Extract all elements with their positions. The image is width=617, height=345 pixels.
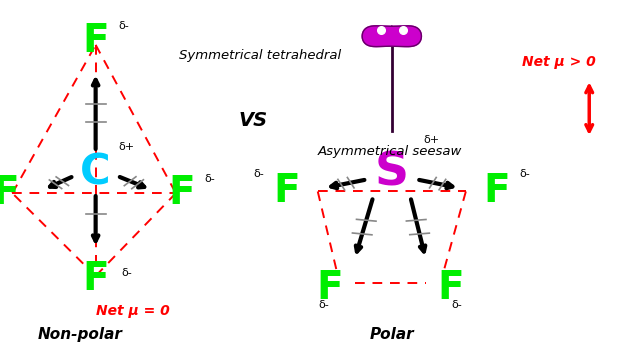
Text: δ+: δ+ bbox=[424, 135, 440, 145]
Text: F: F bbox=[437, 269, 464, 307]
Text: Non-polar: Non-polar bbox=[38, 327, 123, 342]
Text: S: S bbox=[375, 150, 409, 195]
Text: Asymmetrical seesaw: Asymmetrical seesaw bbox=[318, 145, 462, 158]
Text: F: F bbox=[82, 260, 109, 298]
Text: δ-: δ- bbox=[254, 169, 265, 179]
Text: Polar: Polar bbox=[370, 327, 414, 342]
Text: δ+: δ+ bbox=[118, 142, 135, 151]
Text: F: F bbox=[82, 22, 109, 60]
Text: F: F bbox=[168, 174, 196, 212]
Text: VS: VS bbox=[238, 111, 268, 130]
Text: δ-: δ- bbox=[318, 300, 329, 310]
Text: F: F bbox=[483, 172, 510, 210]
Text: F: F bbox=[273, 172, 300, 210]
Text: Net μ > 0: Net μ > 0 bbox=[521, 55, 595, 69]
Text: F: F bbox=[317, 269, 344, 307]
Text: δ-: δ- bbox=[451, 300, 462, 310]
Text: δ-: δ- bbox=[118, 21, 129, 31]
Text: Net μ = 0: Net μ = 0 bbox=[96, 304, 170, 317]
Text: C: C bbox=[80, 151, 111, 194]
Text: δ-: δ- bbox=[121, 268, 132, 277]
Text: Symmetrical tetrahedral: Symmetrical tetrahedral bbox=[179, 49, 341, 62]
Polygon shape bbox=[362, 26, 421, 47]
Text: δ-: δ- bbox=[519, 169, 530, 179]
Text: δ-: δ- bbox=[204, 175, 215, 184]
Text: F: F bbox=[0, 174, 20, 212]
